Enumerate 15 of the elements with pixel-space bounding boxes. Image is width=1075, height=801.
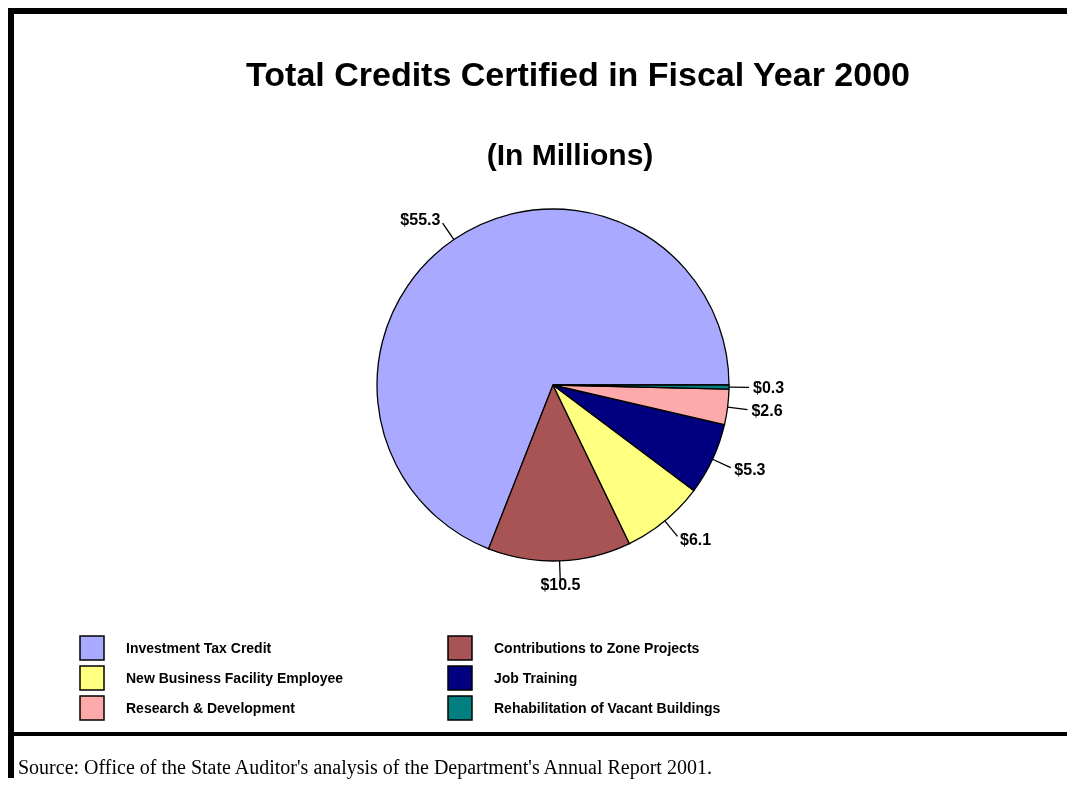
legend-label: Contributions to Zone Projects [494, 639, 700, 656]
legend-label: New Business Facility Employee [126, 669, 344, 686]
data-label: $0.3 [752, 378, 785, 396]
source-note: Source: Office of the State Auditor's analysis of the Department's Annual Report 2001. [18, 756, 712, 779]
data-label: $5.3 [734, 460, 766, 478]
legend-label: Research & Development [126, 699, 296, 716]
data-label: $55.3 [400, 211, 441, 229]
chart-subtitle: (In Millions) [486, 138, 654, 171]
legend-label: Rehabilitation of Vacant Buildings [494, 699, 721, 716]
data-label: $6.1 [680, 531, 712, 549]
legend-label: Job Training [494, 669, 578, 686]
data-label: $10.5 [540, 576, 581, 594]
chart-title: Total Credits Certified in Fiscal Year 2000 [246, 55, 910, 93]
legend-label: Investment Tax Credit [126, 639, 272, 656]
data-label: $2.6 [751, 401, 783, 419]
